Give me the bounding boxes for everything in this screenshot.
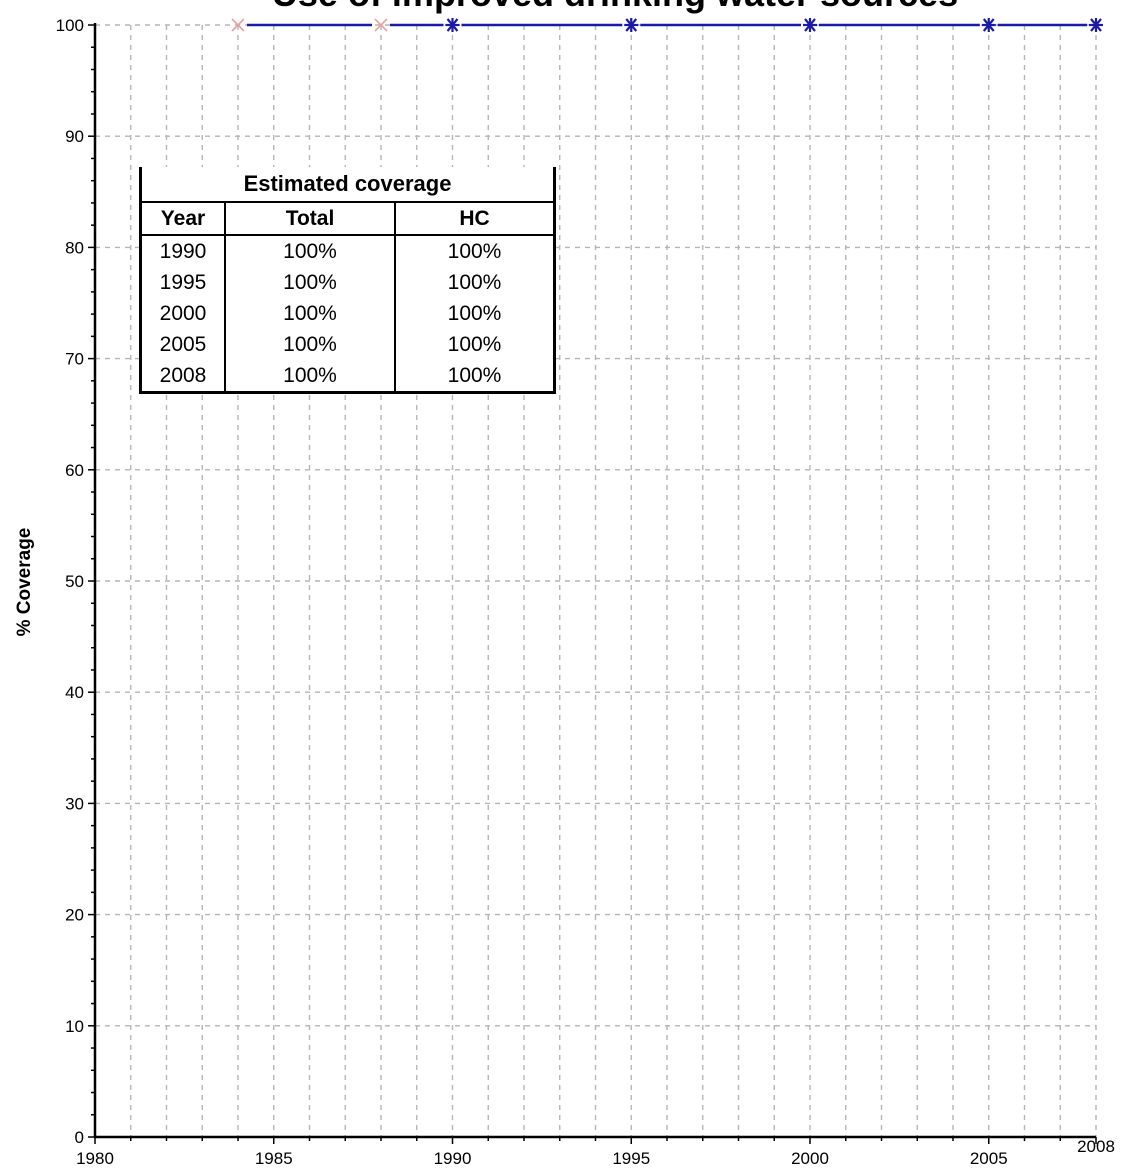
table-cell-hc: 100% bbox=[447, 271, 502, 294]
y-tick-label: 60 bbox=[65, 461, 84, 480]
data-point-asterisk bbox=[803, 18, 817, 32]
x-tick-label: 1990 bbox=[434, 1149, 472, 1168]
data-point-asterisk bbox=[1089, 18, 1103, 32]
data-point-asterisk bbox=[445, 18, 460, 32]
table-row: 1990 100% 100% bbox=[140, 235, 555, 267]
y-axis-label: % Coverage bbox=[14, 528, 35, 637]
table-cell-total: 100% bbox=[225, 360, 396, 393]
table-row: 2000 100% 100% bbox=[140, 298, 555, 329]
col-header-year: Year bbox=[140, 202, 226, 236]
table-row: 1995 100% 100% bbox=[140, 267, 555, 298]
x-tick-label: 2005 bbox=[970, 1149, 1008, 1168]
table-cell-hc: 100% bbox=[447, 333, 502, 356]
axes bbox=[88, 23, 1097, 1144]
y-tick-label: 100 bbox=[56, 16, 84, 35]
data-point-asterisk bbox=[981, 18, 996, 32]
col-header-hc: HC bbox=[395, 202, 555, 236]
table-row: 2008 100% 100% bbox=[140, 360, 555, 393]
x-tick-label: 2000 bbox=[791, 1149, 829, 1168]
data-point-x bbox=[374, 18, 388, 32]
table-cell-year: 1995 bbox=[140, 267, 226, 298]
x-tick-label: 1980 bbox=[76, 1149, 114, 1168]
y-tick-label: 70 bbox=[65, 350, 84, 369]
y-tick-label: 20 bbox=[65, 906, 84, 925]
table-cell-hc: 100% bbox=[447, 302, 502, 325]
x-tick-label: 1995 bbox=[612, 1149, 650, 1168]
y-tick-label: 40 bbox=[65, 683, 84, 702]
y-tick-label: 0 bbox=[75, 1128, 84, 1147]
table-cell-year: 2000 bbox=[140, 298, 226, 329]
y-tick-label: 90 bbox=[65, 127, 84, 146]
table-cell-year: 2005 bbox=[140, 329, 226, 360]
data-point-asterisk bbox=[624, 18, 639, 32]
table-cell-total: 100% bbox=[225, 267, 396, 298]
data-point-x bbox=[231, 18, 245, 32]
x-tick-label: 1985 bbox=[255, 1149, 293, 1168]
table-cell-total: 100% bbox=[225, 298, 396, 329]
y-tick-label: 80 bbox=[65, 238, 84, 257]
table-cell-hc: 100% bbox=[447, 240, 502, 263]
x-tick-label: 2008 bbox=[1077, 1137, 1115, 1156]
coverage-table: Estimated coverage Year Total HC 1990 10… bbox=[139, 167, 556, 394]
table-row: 2005 100% 100% bbox=[140, 329, 555, 360]
table-cell-year: 1990 bbox=[140, 235, 226, 267]
table-caption: Estimated coverage bbox=[140, 167, 555, 203]
y-tick-label: 10 bbox=[65, 1017, 84, 1036]
chart-title: Use of improved drinking water sources bbox=[272, 0, 958, 14]
table-cell-hc: 100% bbox=[447, 364, 502, 387]
table-cell-total: 100% bbox=[225, 329, 396, 360]
series-layer bbox=[231, 18, 1103, 32]
table-cell-year: 2008 bbox=[140, 360, 226, 393]
col-header-total: Total bbox=[225, 202, 396, 236]
y-tick-label: 30 bbox=[65, 794, 84, 813]
table-cell-total: 100% bbox=[225, 235, 396, 267]
y-tick-label: 50 bbox=[65, 572, 84, 591]
